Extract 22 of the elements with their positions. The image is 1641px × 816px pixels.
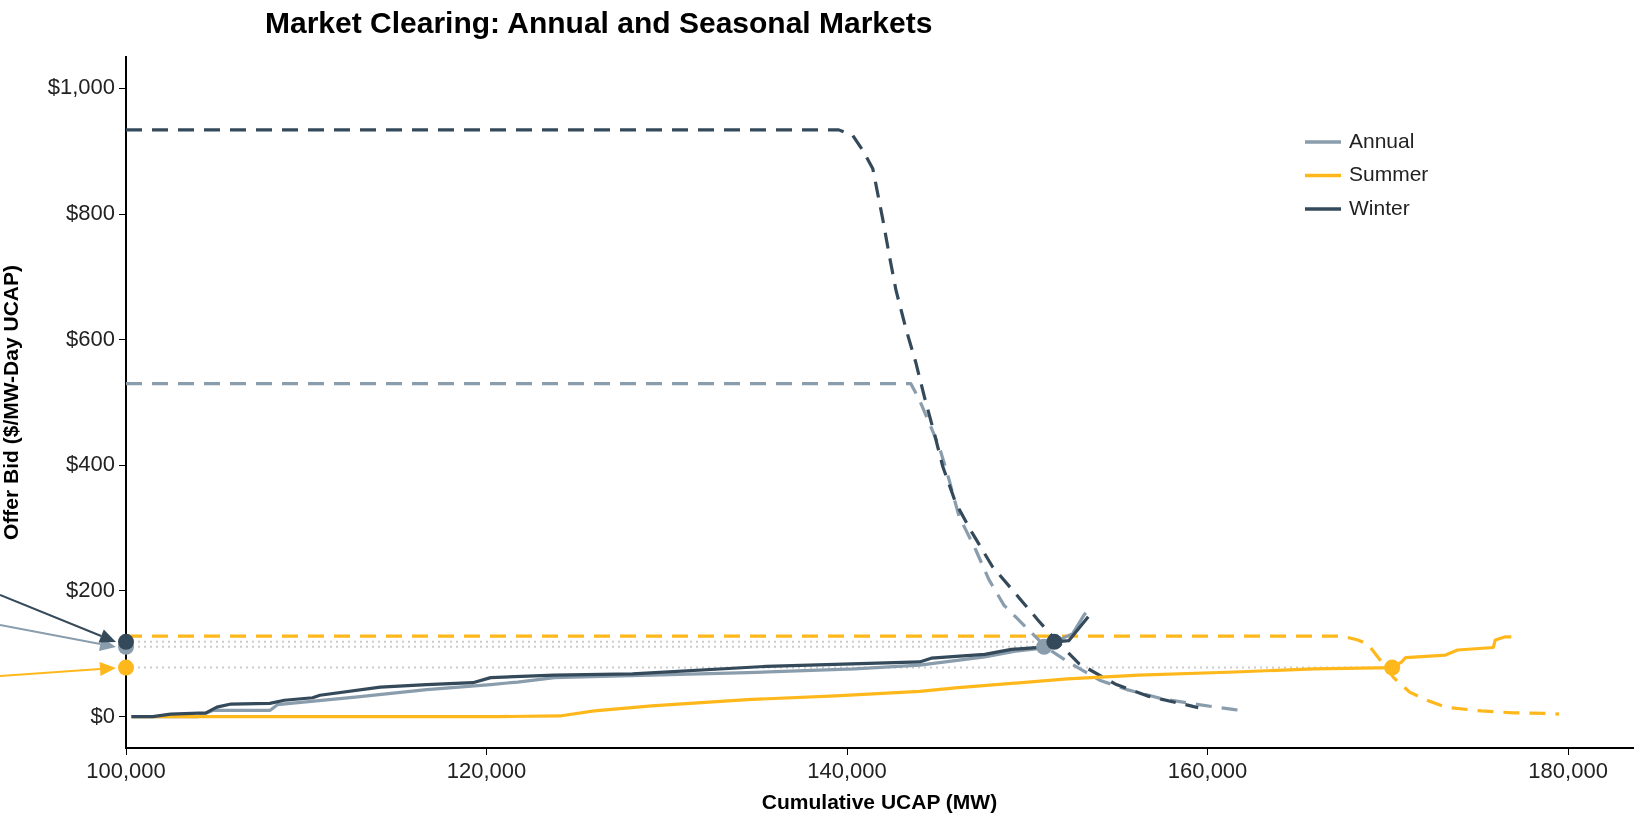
y-tick-label: $1,000 xyxy=(47,74,115,100)
line-series xyxy=(124,128,1200,710)
point xyxy=(1384,659,1401,676)
x-tick-label: 120,000 xyxy=(446,758,527,784)
x-tick-label: 160,000 xyxy=(1167,758,1248,784)
y-tick-label: $200 xyxy=(66,577,115,603)
x-tick-label: 100,000 xyxy=(86,758,166,784)
point xyxy=(118,633,134,650)
chart-title: Market Clearing: Annual and Seasonal Markets xyxy=(265,6,933,40)
x-tick-label: 180,000 xyxy=(1528,758,1608,784)
legend-label: Summer xyxy=(1349,162,1429,186)
y-tick-label: $400 xyxy=(66,451,115,477)
legend-label: Winter xyxy=(1349,195,1410,219)
y-tick-label: $0 xyxy=(90,702,115,728)
point xyxy=(1046,633,1063,650)
y-axis-title: Offer Bid ($/MW-Day UCAP) xyxy=(0,265,23,540)
point xyxy=(118,659,134,676)
y-tick-label: $600 xyxy=(66,325,115,351)
x-tick-label: 140,000 xyxy=(807,758,887,784)
y-tick-label: $800 xyxy=(66,200,115,226)
x-axis-title: Cumulative UCAP (MW) xyxy=(761,790,998,814)
legend-label: Annual xyxy=(1349,128,1415,152)
